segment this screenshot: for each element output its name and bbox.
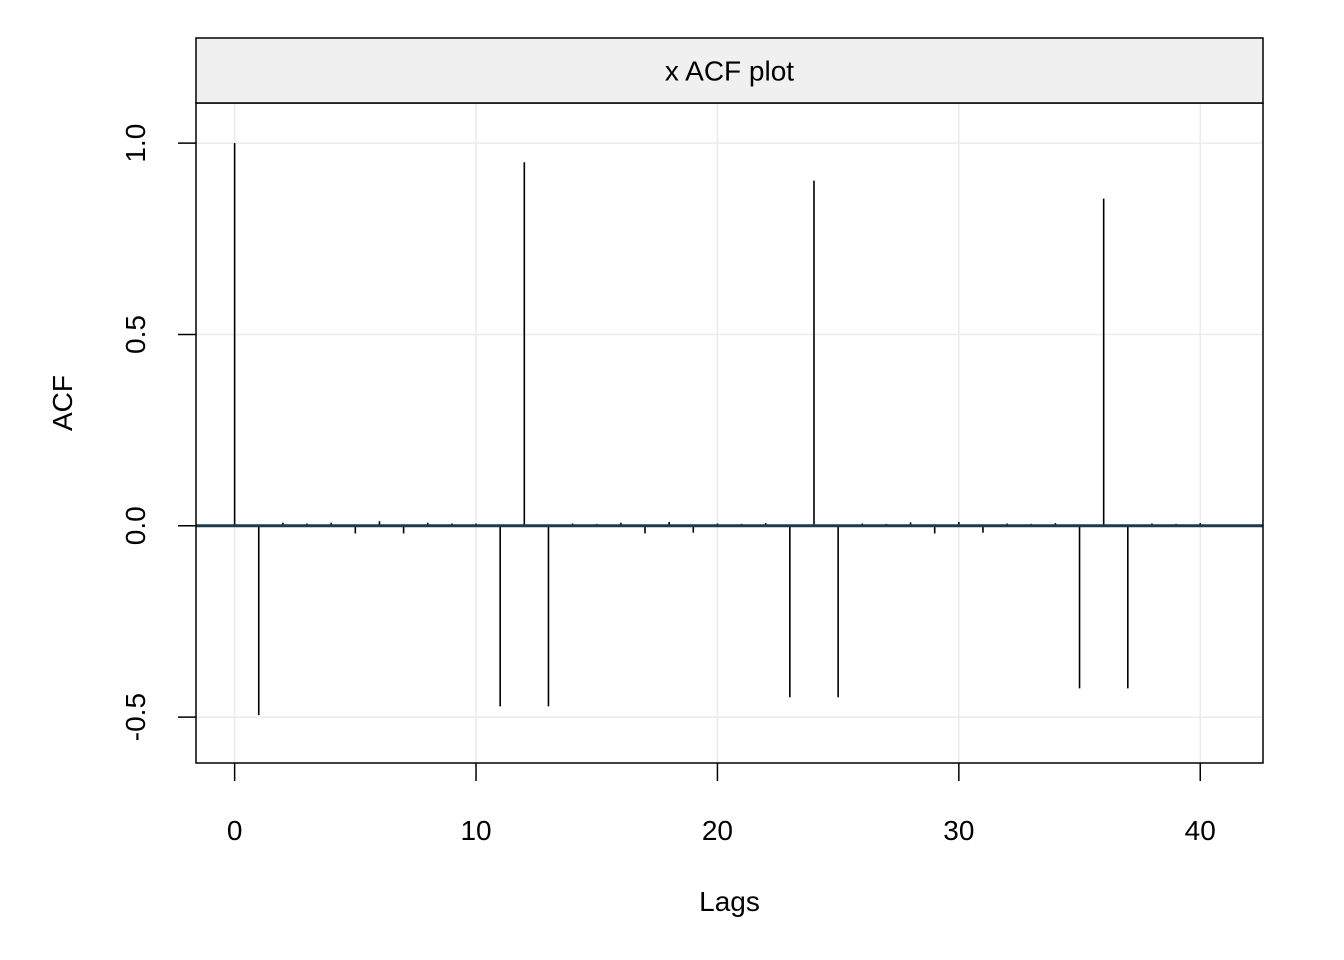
y-axis: -0.5 0.0 0.5 1.0: [120, 124, 196, 741]
y-tick-label-3: 1.0: [120, 124, 151, 163]
x-tick-label-0: 0: [227, 815, 243, 846]
x-axis-label: Lags: [699, 886, 760, 917]
x-tick-label-1: 10: [460, 815, 491, 846]
x-axis: 0 10 20 30 40: [227, 763, 1216, 846]
y-tick-label-0: -0.5: [120, 693, 151, 741]
panel-strip: [195, 37, 1264, 104]
panel-title: x ACF plot: [665, 56, 794, 87]
x-tick-label-4: 40: [1185, 815, 1216, 846]
y-axis-label: ACF: [47, 375, 78, 431]
x-tick-label-2: 20: [702, 815, 733, 846]
y-tick-label-1: 0.0: [120, 506, 151, 545]
acf-bars: [233, 143, 1202, 716]
x-tick-label-3: 30: [943, 815, 974, 846]
y-tick-label-2: 0.5: [120, 315, 151, 354]
